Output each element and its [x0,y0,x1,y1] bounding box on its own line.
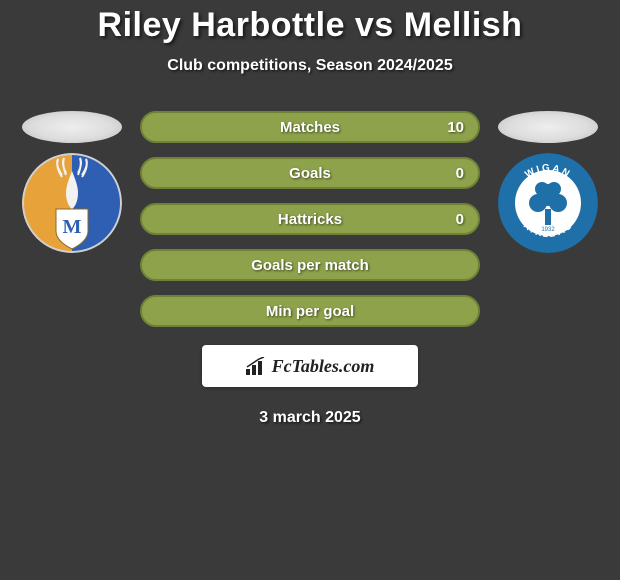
stat-pill: Goals 0 [140,157,480,189]
subtitle: Club competitions, Season 2024/2025 [0,57,620,75]
bar-chart-icon [246,357,268,375]
mfc-badge-svg: M [22,153,122,253]
stat-value: 0 [456,165,464,182]
right-club-badge: WIGAN ATHLETIC 1932 [498,153,598,253]
player-silhouette-left [22,111,122,143]
stat-pill: Matches 10 [140,111,480,143]
stat-value: 0 [456,211,464,228]
stat-label: Min per goal [266,303,354,320]
left-club-badge: M [22,153,122,253]
left-player-col: M [22,111,122,253]
svg-text:1932: 1932 [541,227,555,233]
wigan-badge-svg: WIGAN ATHLETIC 1932 [498,153,598,253]
stat-label: Matches [280,119,340,136]
stat-pill: Min per goal [140,295,480,327]
stat-pill: Hattricks 0 [140,203,480,235]
svg-text:M: M [63,216,82,238]
attribution-badge: FcTables.com [202,345,418,387]
page-title: Riley Harbottle vs Mellish [0,6,620,45]
stat-value: 10 [447,119,464,136]
stats-column: Matches 10 Goals 0 Hattricks 0 Goals per match… [140,111,480,327]
player-silhouette-right [498,111,598,143]
right-player-col: WIGAN ATHLETIC 1932 [498,111,598,253]
stat-label: Hattricks [278,211,342,228]
main-row: M Matches 10 Goals 0 Hattricks 0 Goals per mat… [0,111,620,327]
date-text: 3 march 2025 [0,409,620,427]
stat-pill: Goals per match [140,249,480,281]
comparison-card: Riley Harbottle vs Mellish Club competit… [0,0,620,427]
stat-label: Goals [289,165,331,182]
attribution-text: FcTables.com [272,356,375,377]
stat-label: Goals per match [251,257,369,274]
